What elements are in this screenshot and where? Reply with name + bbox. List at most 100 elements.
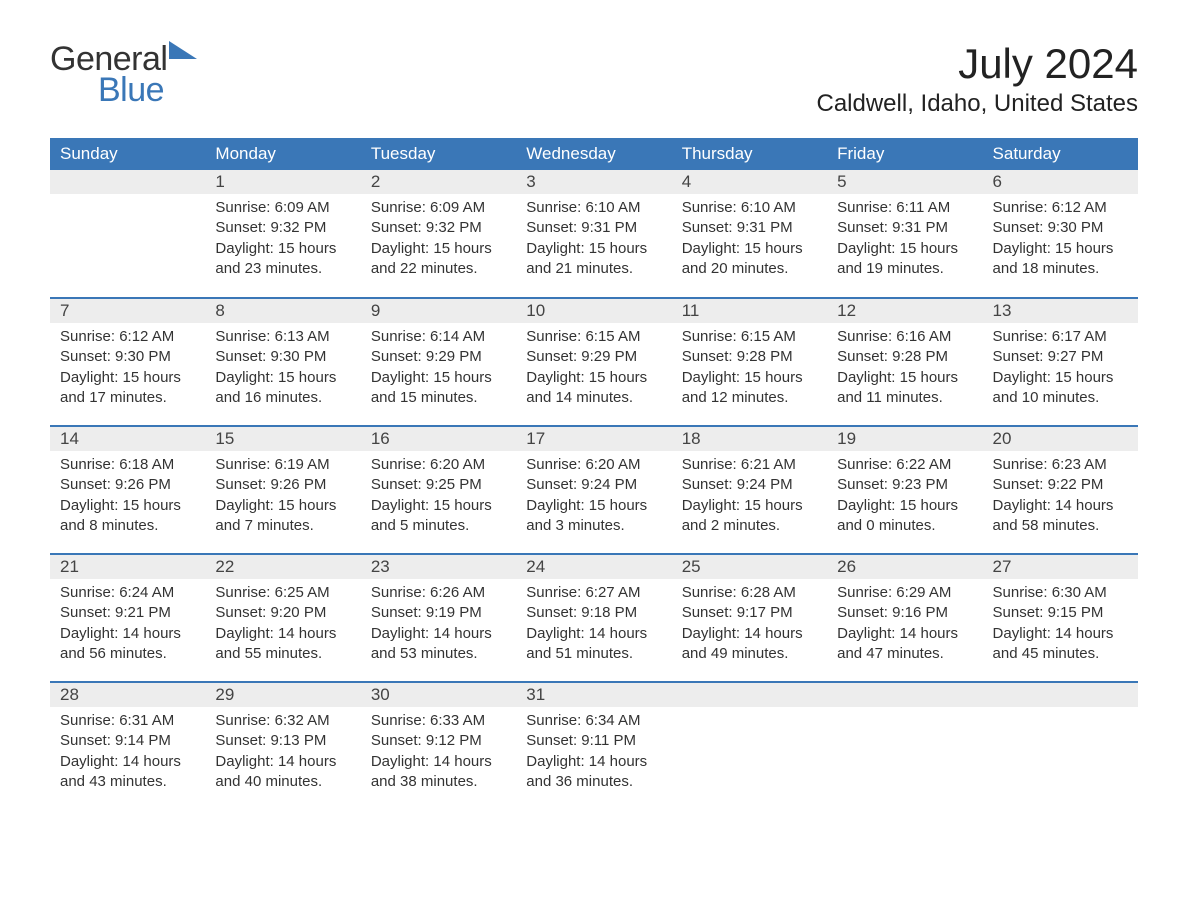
sunset-text: Sunset: 9:26 PM: [215, 475, 350, 495]
day-content: Sunrise: 6:25 AMSunset: 9:20 PMDaylight:…: [205, 579, 360, 674]
sunset-text: Sunset: 9:29 PM: [371, 347, 506, 367]
daylight-text: Daylight: 14 hours and 51 minutes.: [526, 624, 661, 665]
day-content: Sunrise: 6:13 AMSunset: 9:30 PMDaylight:…: [205, 323, 360, 418]
calendar-cell: 10Sunrise: 6:15 AMSunset: 9:29 PMDayligh…: [516, 298, 671, 426]
sunset-text: Sunset: 9:27 PM: [993, 347, 1128, 367]
location: Caldwell, Idaho, United States: [816, 90, 1138, 118]
day-number: 24: [516, 555, 671, 579]
day-number: 14: [50, 427, 205, 451]
calendar-cell: 30Sunrise: 6:33 AMSunset: 9:12 PMDayligh…: [361, 682, 516, 810]
daylight-text: Daylight: 14 hours and 43 minutes.: [60, 752, 195, 793]
calendar-cell: [827, 682, 982, 810]
sunrise-text: Sunrise: 6:28 AM: [682, 583, 817, 603]
daylight-text: Daylight: 14 hours and 58 minutes.: [993, 496, 1128, 537]
calendar-cell: 20Sunrise: 6:23 AMSunset: 9:22 PMDayligh…: [983, 426, 1138, 554]
day-number: 19: [827, 427, 982, 451]
day-number: 11: [672, 299, 827, 323]
day-number: 27: [983, 555, 1138, 579]
day-header: Tuesday: [361, 138, 516, 170]
calendar-week: 28Sunrise: 6:31 AMSunset: 9:14 PMDayligh…: [50, 682, 1138, 810]
day-number: 1: [205, 170, 360, 194]
daylight-text: Daylight: 15 hours and 3 minutes.: [526, 496, 661, 537]
sunrise-text: Sunrise: 6:13 AM: [215, 327, 350, 347]
sunrise-text: Sunrise: 6:20 AM: [526, 455, 661, 475]
sunset-text: Sunset: 9:17 PM: [682, 603, 817, 623]
day-number: 31: [516, 683, 671, 707]
day-content: Sunrise: 6:19 AMSunset: 9:26 PMDaylight:…: [205, 451, 360, 546]
daylight-text: Daylight: 14 hours and 40 minutes.: [215, 752, 350, 793]
day-number: 29: [205, 683, 360, 707]
daylight-text: Daylight: 15 hours and 7 minutes.: [215, 496, 350, 537]
daylight-text: Daylight: 14 hours and 53 minutes.: [371, 624, 506, 665]
daylight-text: Daylight: 15 hours and 10 minutes.: [993, 368, 1128, 409]
day-content: Sunrise: 6:15 AMSunset: 9:28 PMDaylight:…: [672, 323, 827, 418]
calendar-cell: 19Sunrise: 6:22 AMSunset: 9:23 PMDayligh…: [827, 426, 982, 554]
sunset-text: Sunset: 9:30 PM: [993, 218, 1128, 238]
sunrise-text: Sunrise: 6:23 AM: [993, 455, 1128, 475]
daylight-text: Daylight: 15 hours and 22 minutes.: [371, 239, 506, 280]
sunset-text: Sunset: 9:30 PM: [60, 347, 195, 367]
calendar-cell: 12Sunrise: 6:16 AMSunset: 9:28 PMDayligh…: [827, 298, 982, 426]
daylight-text: Daylight: 15 hours and 0 minutes.: [837, 496, 972, 537]
day-content: Sunrise: 6:30 AMSunset: 9:15 PMDaylight:…: [983, 579, 1138, 674]
calendar-cell: 24 Sunrise: 6:27 AMSunset: 9:18 PMDayligh…: [516, 554, 671, 682]
daylight-text: Daylight: 15 hours and 23 minutes.: [215, 239, 350, 280]
logo-text-blue: Blue: [98, 71, 197, 110]
day-content: Sunrise: 6:22 AMSunset: 9:23 PMDaylight:…: [827, 451, 982, 546]
daylight-text: Daylight: 15 hours and 15 minutes.: [371, 368, 506, 409]
day-content: Sunrise: 6:24 AMSunset: 9:21 PMDaylight:…: [50, 579, 205, 674]
day-number: 28: [50, 683, 205, 707]
day-content: Sunrise: 6:21 AMSunset: 9:24 PMDaylight:…: [672, 451, 827, 546]
daylight-text: Daylight: 14 hours and 36 minutes.: [526, 752, 661, 793]
sunset-text: Sunset: 9:23 PM: [837, 475, 972, 495]
day-header: Sunday: [50, 138, 205, 170]
calendar-cell: 17Sunrise: 6:20 AMSunset: 9:24 PMDayligh…: [516, 426, 671, 554]
sunset-text: Sunset: 9:11 PM: [526, 731, 661, 751]
calendar-cell: 5Sunrise: 6:11 AMSunset: 9:31 PMDaylight…: [827, 170, 982, 298]
sunrise-text: Sunrise: 6:10 AM: [526, 198, 661, 218]
day-number: 6: [983, 170, 1138, 194]
day-number: [50, 170, 205, 194]
calendar-header-row: SundayMondayTuesdayWednesdayThursdayFrid…: [50, 138, 1138, 170]
calendar-cell: 26Sunrise: 6:29 AMSunset: 9:16 PMDayligh…: [827, 554, 982, 682]
daylight-text: Daylight: 15 hours and 20 minutes.: [682, 239, 817, 280]
day-content: Sunrise: 6:26 AMSunset: 9:19 PMDaylight:…: [361, 579, 516, 674]
day-content: Sunrise: 6:12 AMSunset: 9:30 PMDaylight:…: [983, 194, 1138, 289]
sunset-text: Sunset: 9:30 PM: [215, 347, 350, 367]
day-number: 30: [361, 683, 516, 707]
calendar-cell: 28Sunrise: 6:31 AMSunset: 9:14 PMDayligh…: [50, 682, 205, 810]
calendar-cell: 14Sunrise: 6:18 AMSunset: 9:26 PMDayligh…: [50, 426, 205, 554]
day-content: Sunrise: 6:09 AMSunset: 9:32 PMDaylight:…: [361, 194, 516, 289]
calendar-cell: 21Sunrise: 6:24 AMSunset: 9:21 PMDayligh…: [50, 554, 205, 682]
sunrise-text: Sunrise: 6:20 AM: [371, 455, 506, 475]
day-content: [827, 707, 982, 787]
sunrise-text: Sunrise: 6:32 AM: [215, 711, 350, 731]
calendar-cell: [983, 682, 1138, 810]
calendar-cell: 29Sunrise: 6:32 AMSunset: 9:13 PMDayligh…: [205, 682, 360, 810]
day-content: Sunrise: 6:20 AMSunset: 9:25 PMDaylight:…: [361, 451, 516, 546]
day-content: Sunrise: 6:12 AMSunset: 9:30 PMDaylight:…: [50, 323, 205, 418]
sunset-text: Sunset: 9:18 PM: [526, 603, 661, 623]
sunrise-text: Sunrise: 6:30 AM: [993, 583, 1128, 603]
sunrise-text: Sunrise: 6:16 AM: [837, 327, 972, 347]
sunset-text: Sunset: 9:20 PM: [215, 603, 350, 623]
sunrise-text: Sunrise: 6:14 AM: [371, 327, 506, 347]
day-number: [983, 683, 1138, 707]
day-number: 16: [361, 427, 516, 451]
daylight-text: Daylight: 14 hours and 49 minutes.: [682, 624, 817, 665]
calendar-cell: 16Sunrise: 6:20 AMSunset: 9:25 PMDayligh…: [361, 426, 516, 554]
sunset-text: Sunset: 9:28 PM: [837, 347, 972, 367]
sunrise-text: Sunrise: 6:24 AM: [60, 583, 195, 603]
day-content: Sunrise: 6:14 AMSunset: 9:29 PMDaylight:…: [361, 323, 516, 418]
sunrise-text: Sunrise: 6:34 AM: [526, 711, 661, 731]
sunrise-text: Sunrise: 6:27 AM: [526, 583, 661, 603]
day-content: Sunrise: 6:11 AMSunset: 9:31 PMDaylight:…: [827, 194, 982, 289]
day-content: Sunrise: 6:09 AMSunset: 9:32 PMDaylight:…: [205, 194, 360, 289]
sunrise-text: Sunrise: 6:19 AM: [215, 455, 350, 475]
calendar-cell: 2Sunrise: 6:09 AMSunset: 9:32 PMDaylight…: [361, 170, 516, 298]
logo-triangle-icon: [169, 41, 197, 59]
calendar-cell: [672, 682, 827, 810]
daylight-text: Daylight: 14 hours and 55 minutes.: [215, 624, 350, 665]
calendar-cell: 27Sunrise: 6:30 AMSunset: 9:15 PMDayligh…: [983, 554, 1138, 682]
day-content: Sunrise: 6:17 AMSunset: 9:27 PMDaylight:…: [983, 323, 1138, 418]
